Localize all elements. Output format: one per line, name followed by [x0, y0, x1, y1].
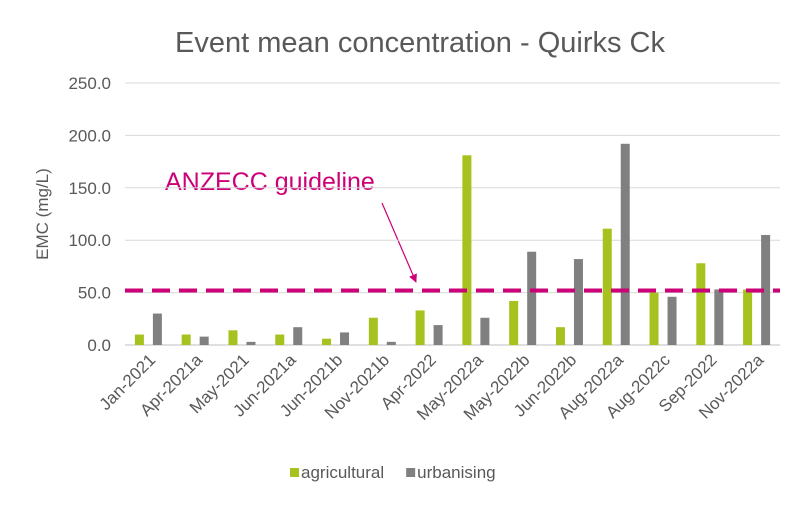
bar	[620, 143, 630, 345]
bar	[275, 334, 285, 345]
chart-title: Event mean concentration - Quirks Ck	[175, 27, 665, 59]
bar	[181, 334, 191, 345]
legend-swatch	[290, 468, 299, 477]
bar	[228, 330, 238, 345]
bar	[602, 228, 612, 345]
legend-label: agricultural	[301, 463, 384, 482]
legend-label: urbanising	[417, 463, 495, 482]
bar	[714, 289, 724, 345]
bar	[199, 336, 209, 345]
bar	[696, 263, 706, 345]
y-tick-label: 0.0	[87, 336, 111, 355]
bar	[555, 327, 565, 345]
bar	[340, 332, 350, 345]
bar	[293, 327, 303, 345]
bar	[433, 325, 443, 345]
bar	[368, 317, 378, 345]
bar	[509, 300, 519, 345]
y-tick-label: 250.0	[68, 74, 111, 93]
bar	[649, 292, 659, 345]
bar	[667, 296, 677, 345]
bar	[573, 259, 583, 345]
bar	[462, 155, 472, 345]
y-tick-label: 100.0	[68, 231, 111, 250]
bar	[480, 317, 490, 345]
bar	[386, 341, 396, 345]
y-tick-label: 150.0	[68, 179, 111, 198]
bar	[246, 341, 256, 345]
bar	[152, 313, 162, 345]
bar	[761, 234, 771, 345]
legend-swatch	[406, 468, 416, 477]
bar	[415, 310, 425, 345]
bar	[134, 334, 144, 345]
annotation: ANZECC guideline	[165, 168, 375, 196]
y-tick-label: 50.0	[78, 284, 111, 303]
annotation-arrow	[381, 202, 417, 283]
y-axis-title: EMC (mg/L)	[33, 168, 52, 260]
bar	[527, 251, 537, 345]
bar	[322, 338, 332, 345]
y-tick-label: 200.0	[68, 126, 111, 145]
bar	[743, 289, 753, 345]
